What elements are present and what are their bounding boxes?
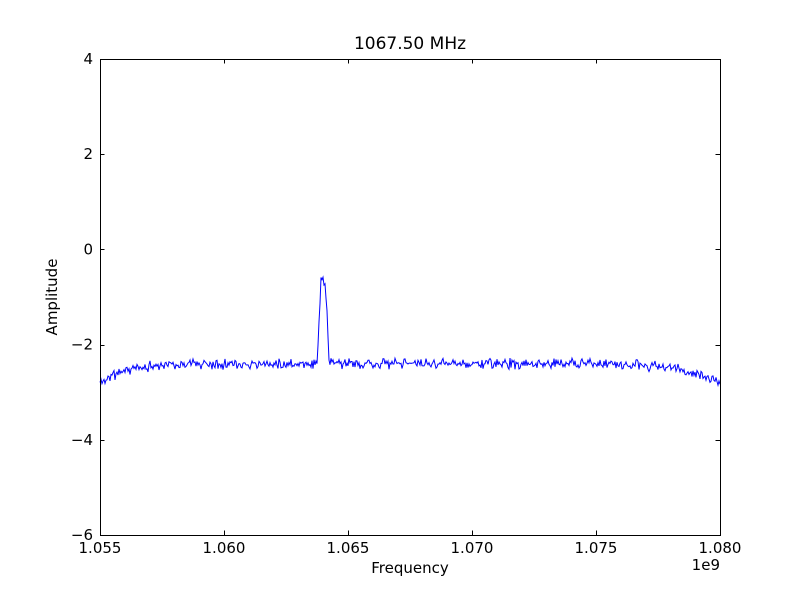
y-tick-label: 2 [83,145,93,163]
y-tick-label: −6 [71,526,93,544]
x-tick-label: 1.075 [575,539,618,557]
x-tick-label: 1.060 [203,539,246,557]
plot-title: 1067.50 MHz [353,34,467,54]
x-tick-label: 1.065 [327,539,370,557]
y-tick-label: 0 [83,240,93,258]
x-tick-label: 1.055 [79,539,122,557]
axes-box [100,59,721,536]
x-tick-label: 1.080 [699,539,742,557]
x-axis-offset-label: 1e9 [691,556,720,574]
y-tick-label: −2 [71,336,93,354]
x-tick-label: 1.070 [451,539,494,557]
x-axis-label: Frequency [371,559,449,577]
y-tick-label: −4 [71,431,93,449]
spectrum-trace [99,275,721,388]
y-tick-label: 4 [83,50,93,68]
